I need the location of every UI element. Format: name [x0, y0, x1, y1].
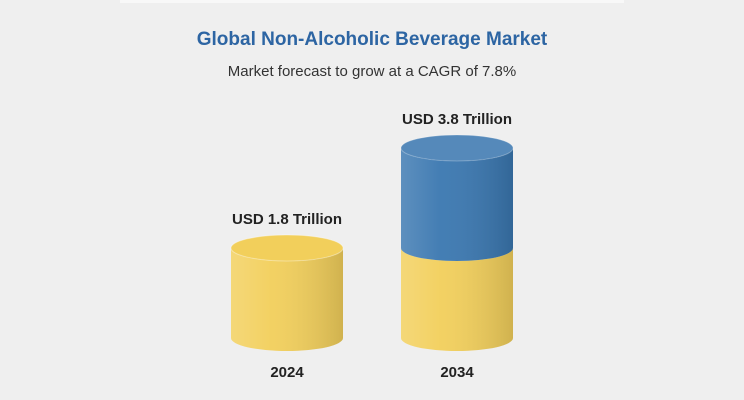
category-label: 2024 — [270, 364, 304, 381]
category-label: 2034 — [440, 364, 474, 381]
cylinder — [230, 234, 344, 351]
cylinder-top — [400, 134, 514, 162]
value-label: USD 1.8 Trillion — [232, 211, 342, 228]
chart-subtitle: Market forecast to grow at a CAGR of 7.8… — [228, 63, 516, 80]
cylinder-top — [230, 234, 344, 262]
top-strip — [120, 0, 624, 3]
value-label: USD 3.8 Trillion — [402, 111, 512, 128]
cylinder — [400, 134, 514, 351]
cylinder-base-shade — [231, 248, 343, 351]
cylinder-base-shade — [401, 248, 513, 351]
chart-title: Global Non-Alcoholic Beverage Market — [197, 29, 548, 50]
cylinder-growth-shade — [401, 148, 513, 261]
